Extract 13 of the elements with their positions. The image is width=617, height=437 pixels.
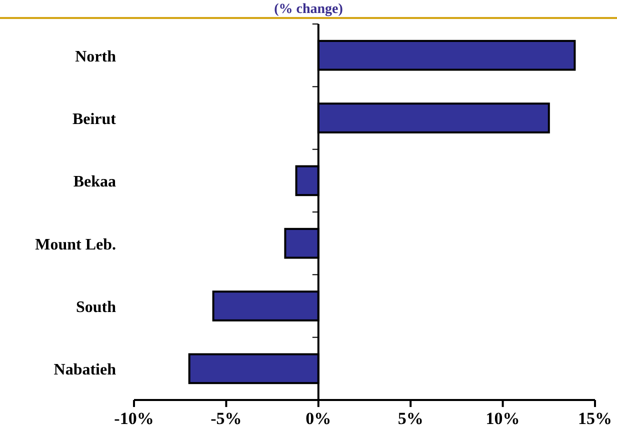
x-tick-label: 15% — [578, 409, 612, 428]
y-tick-label: Beirut — [72, 111, 117, 128]
y-tick-label: North — [75, 48, 116, 66]
x-tick-label: 0% — [306, 409, 332, 428]
x-tick-label: 5% — [398, 409, 424, 428]
x-tick-label: -10% — [114, 409, 154, 428]
x-tick-label: 10% — [486, 409, 520, 428]
y-tick-label: Mount Leb. — [35, 236, 116, 254]
y-tick-label: South — [76, 299, 116, 316]
y-tick-label: Nabatieh — [54, 362, 116, 379]
chart-title: (% change) — [274, 2, 344, 17]
x-tick-label: -5% — [210, 409, 242, 428]
y-tick-label: Bekaa — [73, 174, 116, 191]
